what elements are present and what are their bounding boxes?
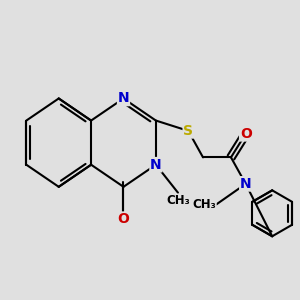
Text: S: S bbox=[183, 124, 193, 138]
Text: CH₃: CH₃ bbox=[166, 194, 190, 207]
Text: CH₃: CH₃ bbox=[193, 198, 216, 211]
Text: O: O bbox=[118, 212, 129, 226]
Text: N: N bbox=[150, 158, 162, 172]
Text: O: O bbox=[240, 127, 252, 141]
Text: N: N bbox=[240, 177, 251, 191]
Text: N: N bbox=[118, 92, 129, 106]
